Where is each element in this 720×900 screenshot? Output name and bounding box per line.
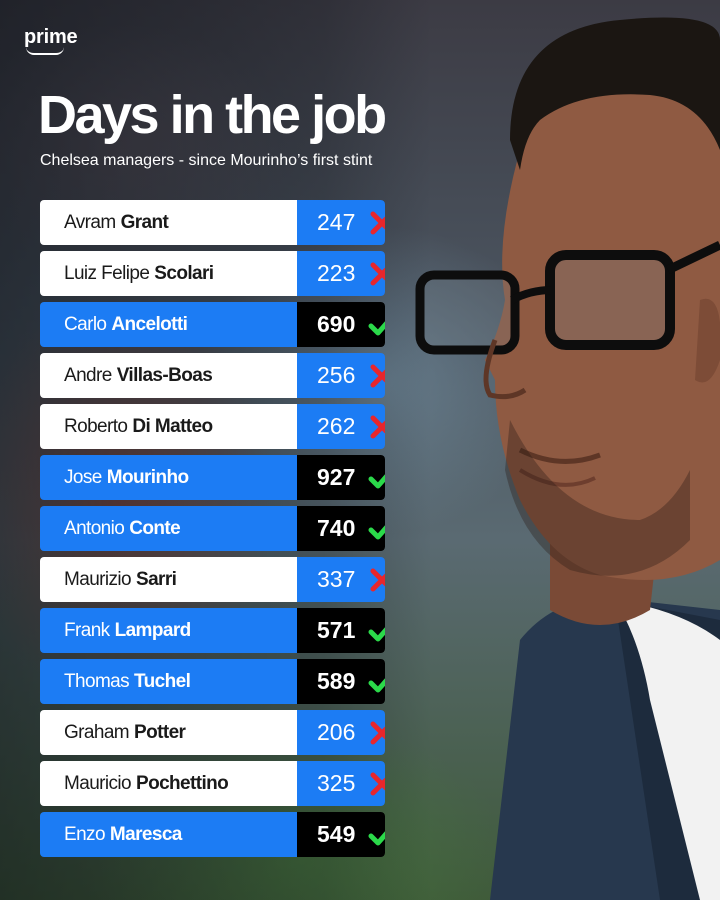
manager-first-name: Jose — [64, 467, 102, 488]
prime-logo-smile — [26, 47, 64, 55]
manager-last-name: Di Matteo — [132, 416, 213, 437]
page-subtitle: Chelsea managers - since Mourinho’s firs… — [40, 152, 373, 169]
days-in-job: 206 — [297, 710, 385, 755]
cross-icon — [370, 772, 385, 796]
manager-last-name: Potter — [134, 722, 186, 743]
manager-last-name: Sarri — [136, 569, 177, 590]
list-item: Thomas Tuchel 589 — [40, 659, 385, 704]
days-in-job: 549 — [297, 812, 385, 857]
days-in-job: 223 — [297, 251, 385, 296]
manager-name: Avram Grant — [40, 200, 297, 245]
manager-first-name: Thomas — [64, 671, 130, 692]
check-icon — [368, 525, 385, 540]
list-item: Graham Potter 206 — [40, 710, 385, 755]
manager-name: Frank Lampard — [40, 608, 297, 653]
days-in-job: 740 — [297, 506, 385, 551]
days-in-job: 325 — [297, 761, 385, 806]
manager-name: Antonio Conte — [40, 506, 297, 551]
manager-portrait — [415, 17, 720, 900]
list-item: Carlo Ancelotti 690 — [40, 302, 385, 347]
manager-last-name: Tuchel — [134, 671, 191, 692]
list-item: Andre Villas-Boas 256 — [40, 353, 385, 398]
check-icon — [368, 474, 385, 489]
manager-last-name: Maresca — [109, 824, 182, 845]
page-title: Days in the job — [38, 85, 387, 145]
check-icon — [368, 321, 385, 336]
days-in-job: 337 — [297, 557, 385, 602]
manager-last-name: Villas-Boas — [116, 365, 213, 386]
manager-first-name: Antonio — [64, 518, 125, 539]
manager-last-name: Grant — [120, 212, 169, 233]
manager-last-name: Scolari — [154, 263, 214, 284]
manager-name: Maurizio Sarri — [40, 557, 297, 602]
manager-name: Thomas Tuchel — [40, 659, 297, 704]
days-in-job: 247 — [297, 200, 385, 245]
manager-name: Jose Mourinho — [40, 455, 297, 500]
list-item: Avram Grant 247 — [40, 200, 385, 245]
check-icon — [368, 831, 385, 846]
list-item: Jose Mourinho 927 — [40, 455, 385, 500]
manager-last-name: Mourinho — [106, 467, 189, 488]
cross-icon — [370, 262, 385, 286]
manager-last-name: Conte — [129, 518, 181, 539]
cross-icon — [370, 415, 385, 439]
check-icon — [368, 678, 385, 693]
manager-name: Carlo Ancelotti — [40, 302, 297, 347]
manager-first-name: Roberto — [64, 416, 128, 437]
cross-icon — [370, 568, 385, 592]
manager-name: Roberto Di Matteo — [40, 404, 297, 449]
list-item: Luiz Felipe Scolari 223 — [40, 251, 385, 296]
manager-first-name: Frank — [64, 620, 110, 641]
prime-logo: prime — [24, 26, 78, 48]
manager-first-name: Carlo — [64, 314, 107, 335]
manager-first-name: Avram — [64, 212, 116, 233]
cross-icon — [370, 364, 385, 388]
manager-first-name: Maurizio — [64, 569, 132, 590]
list-item: Mauricio Pochettino 325 — [40, 761, 385, 806]
manager-first-name: Luiz Felipe — [64, 263, 150, 284]
list-item: Frank Lampard 571 — [40, 608, 385, 653]
manager-first-name: Enzo — [64, 824, 106, 845]
manager-first-name: Mauricio — [64, 773, 132, 794]
manager-last-name: Lampard — [114, 620, 192, 641]
manager-name: Mauricio Pochettino — [40, 761, 297, 806]
cross-icon — [370, 721, 385, 745]
cross-icon — [370, 211, 385, 235]
days-in-job: 262 — [297, 404, 385, 449]
manager-name: Graham Potter — [40, 710, 297, 755]
check-icon — [368, 627, 385, 642]
manager-name: Enzo Maresca — [40, 812, 297, 857]
manager-last-name: Ancelotti — [111, 314, 188, 335]
manager-last-name: Pochettino — [136, 773, 229, 794]
manager-list: Avram Grant 247 Luiz Felipe Scolari 223 Carlo A… — [40, 200, 385, 863]
list-item: Enzo Maresca 549 — [40, 812, 385, 857]
manager-name: Andre Villas-Boas — [40, 353, 297, 398]
manager-first-name: Andre — [64, 365, 112, 386]
manager-first-name: Graham — [64, 722, 130, 743]
list-item: Roberto Di Matteo 262 — [40, 404, 385, 449]
days-in-job: 256 — [297, 353, 385, 398]
list-item: Maurizio Sarri 337 — [40, 557, 385, 602]
manager-name: Luiz Felipe Scolari — [40, 251, 297, 296]
list-item: Antonio Conte 740 — [40, 506, 385, 551]
